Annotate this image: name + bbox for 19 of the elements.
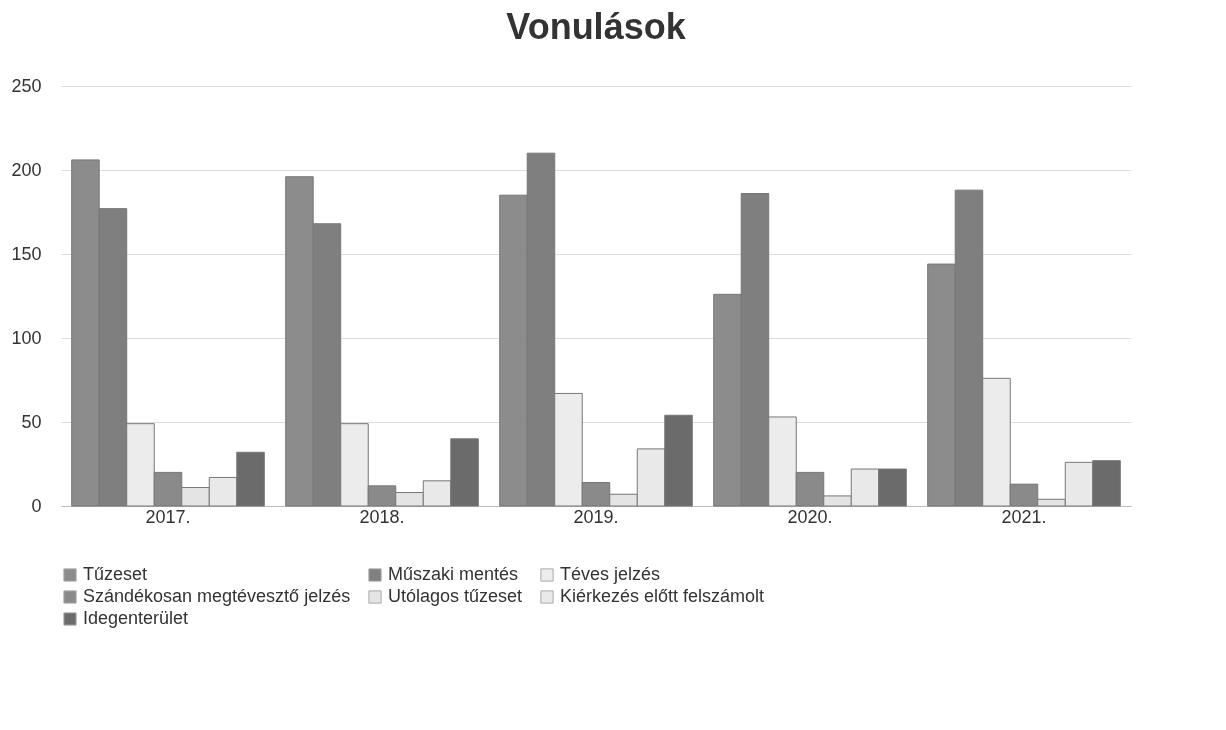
x-tick-label: 2019. bbox=[573, 506, 619, 527]
legend-label: Idegenterület bbox=[83, 608, 189, 628]
legend-label: Kiérkezés előtt felszámolt bbox=[560, 586, 765, 606]
x-tick-label: 2018. bbox=[359, 506, 405, 527]
x-tick-label: 2021. bbox=[1001, 506, 1047, 527]
legend-label: Utólagos tűzeset bbox=[388, 586, 523, 606]
y-tick-label: 250 bbox=[11, 75, 42, 96]
legend-label: Tűzeset bbox=[83, 564, 148, 584]
y-tick-label: 50 bbox=[21, 411, 42, 432]
y-tick-label: 150 bbox=[11, 243, 42, 264]
legend-label: Szándékosan megtévesztő jelzés bbox=[83, 586, 351, 606]
y-tick-label: 100 bbox=[11, 327, 42, 348]
y-tick-label: 0 bbox=[31, 495, 42, 516]
legend-label: Téves jelzés bbox=[560, 564, 661, 584]
x-tick-label: 2020. bbox=[787, 506, 833, 527]
y-tick-label: 200 bbox=[11, 159, 42, 180]
legend-label: Műszaki mentés bbox=[388, 564, 519, 584]
chart-title: Vonulások bbox=[506, 6, 687, 47]
x-tick-label: 2017. bbox=[145, 506, 191, 527]
